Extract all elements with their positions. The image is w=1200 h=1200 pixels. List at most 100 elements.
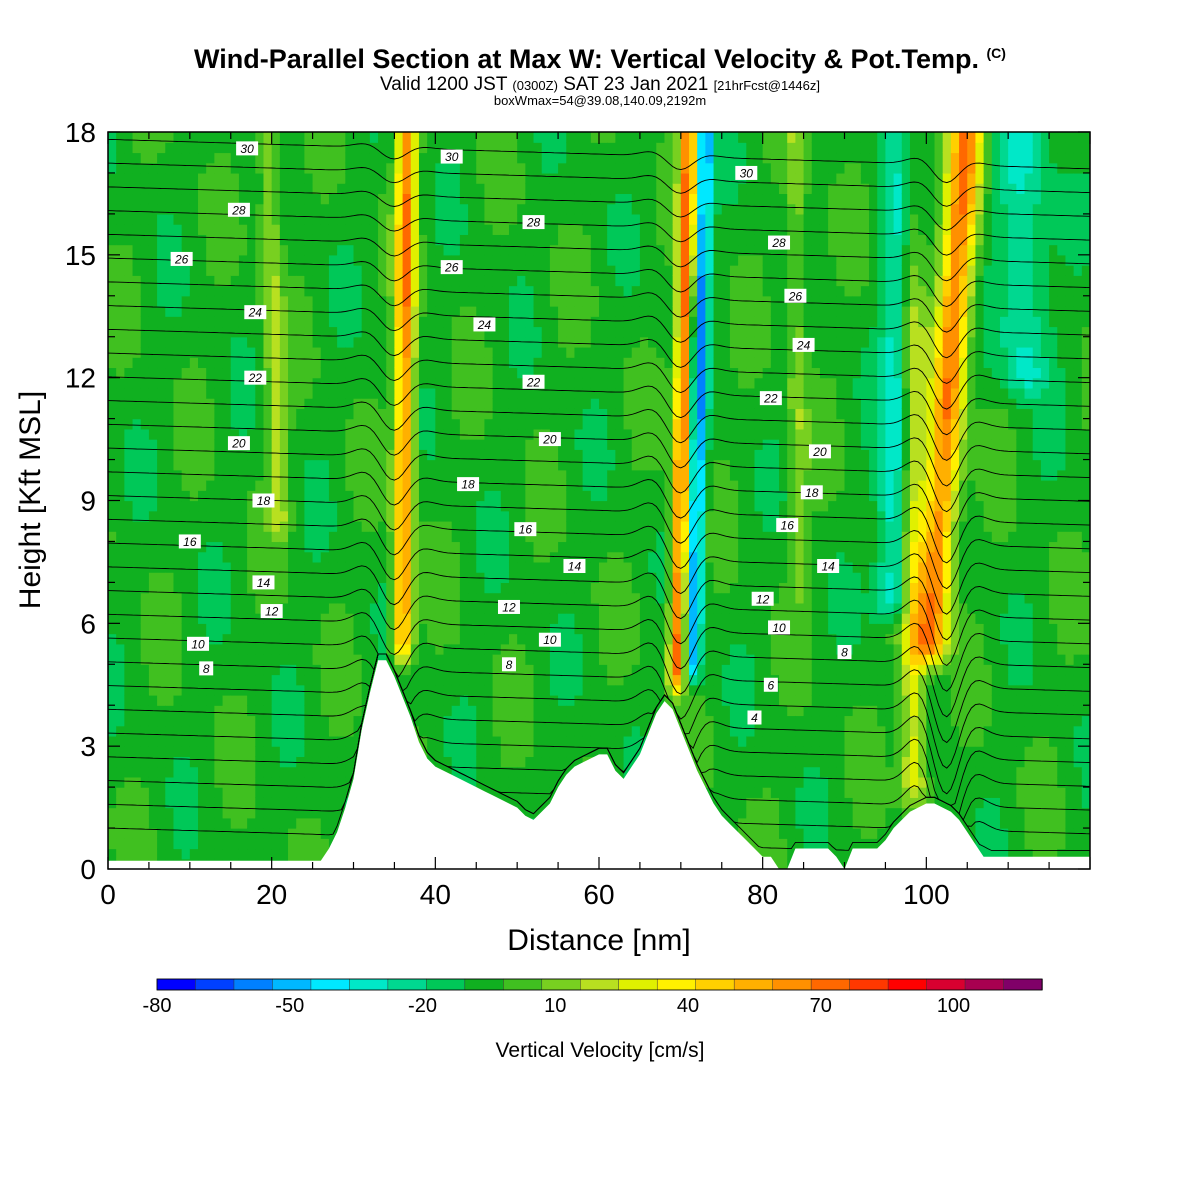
w-cell (320, 285, 330, 297)
w-cell (541, 797, 551, 809)
w-cell (230, 561, 240, 573)
w-cell (304, 654, 314, 665)
w-cell (484, 408, 494, 420)
w-cell (189, 387, 199, 399)
w-cell (320, 541, 330, 553)
w-cell (198, 234, 207, 246)
w-cell (558, 633, 567, 645)
w-cell (468, 776, 477, 788)
w-cell (206, 715, 215, 727)
w-cell (582, 643, 592, 655)
w-cell (451, 459, 461, 471)
w-cell (345, 510, 355, 522)
w-cell (558, 172, 567, 184)
w-cell (648, 193, 657, 205)
w-cell (402, 531, 412, 543)
w-cell (484, 684, 494, 696)
w-cell (533, 674, 543, 686)
w-cell (468, 735, 477, 747)
w-cell (615, 387, 625, 399)
w-cell (623, 224, 633, 235)
w-cell (476, 654, 486, 665)
w-cell (525, 152, 535, 164)
w-cell (451, 674, 461, 686)
w-cell (222, 244, 232, 256)
w-cell (566, 735, 576, 747)
w-cell (279, 213, 289, 225)
w-cell (230, 592, 240, 604)
w-cell (337, 203, 346, 215)
w-cell (435, 132, 445, 143)
w-cell (541, 746, 551, 758)
w-cell (230, 582, 240, 594)
w-cell (124, 336, 134, 348)
w-cell (615, 510, 625, 522)
w-cell (337, 705, 346, 717)
w-cell (631, 357, 641, 369)
w-cell (517, 787, 526, 798)
w-cell (517, 295, 526, 307)
w-cell (320, 480, 330, 491)
w-cell (533, 193, 543, 205)
w-cell (639, 643, 649, 655)
w-cell (140, 582, 150, 594)
w-cell (116, 439, 125, 450)
w-cell (312, 357, 322, 369)
w-cell (108, 643, 117, 655)
w-cell (378, 234, 387, 246)
w-cell (247, 480, 256, 491)
w-cell (369, 418, 379, 430)
w-cell (566, 357, 576, 369)
w-cell (492, 561, 502, 573)
w-cell (198, 766, 207, 778)
w-cell (353, 193, 363, 205)
w-cell (639, 469, 649, 481)
w-cell (410, 377, 420, 389)
w-cell (206, 162, 215, 174)
w-cell (108, 633, 117, 645)
w-cell (476, 561, 486, 573)
w-cell (271, 705, 281, 717)
w-cell (247, 705, 256, 717)
w-cell (410, 674, 420, 686)
w-cell (263, 725, 273, 737)
w-cell (108, 510, 117, 522)
w-cell (157, 295, 166, 307)
w-cell (140, 613, 150, 624)
w-cell (222, 265, 232, 276)
w-cell (402, 643, 412, 655)
w-cell (525, 500, 535, 512)
w-cell (296, 582, 305, 594)
w-cell (533, 265, 543, 276)
w-cell (410, 480, 420, 491)
w-cell (238, 643, 248, 655)
w-cell (435, 326, 445, 338)
w-cell (639, 183, 649, 195)
w-cell (165, 428, 175, 440)
w-cell (549, 500, 559, 512)
w-cell (566, 490, 576, 502)
w-cell (189, 224, 199, 235)
w-cell (247, 326, 256, 338)
w-cell (230, 418, 240, 430)
w-cell (271, 725, 281, 737)
w-cell (517, 346, 526, 358)
w-cell (451, 623, 461, 635)
w-cell (165, 654, 175, 665)
w-cell (443, 449, 453, 461)
w-cell (631, 316, 641, 328)
w-cell (517, 275, 526, 287)
w-cell (288, 213, 297, 225)
w-cell (656, 643, 666, 655)
w-cell (582, 541, 592, 553)
w-cell (206, 623, 215, 635)
w-cell (549, 694, 559, 706)
w-cell (312, 684, 322, 696)
w-cell (533, 797, 543, 809)
w-cell (402, 326, 412, 338)
w-cell (566, 367, 576, 379)
w-cell (525, 807, 535, 819)
w-cell (533, 449, 543, 461)
w-cell (664, 316, 674, 328)
w-cell (599, 408, 608, 420)
